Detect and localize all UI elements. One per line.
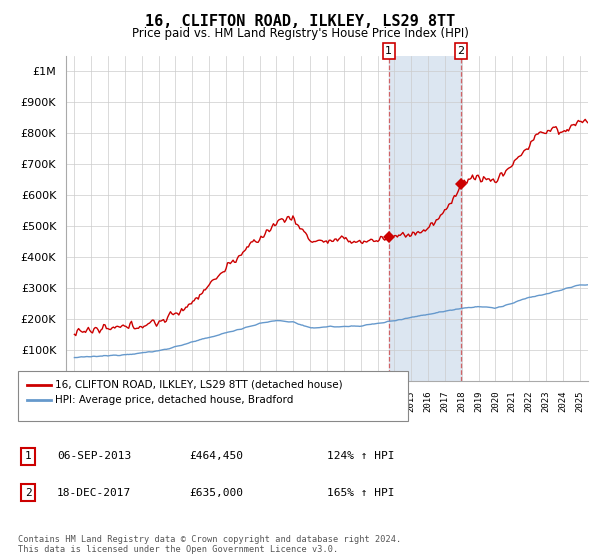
Text: HPI: Average price, detached house, Bradford: HPI: Average price, detached house, Brad… [55,395,293,405]
Text: Contains HM Land Registry data © Crown copyright and database right 2024.
This d: Contains HM Land Registry data © Crown c… [18,535,401,554]
Text: 1: 1 [25,451,32,461]
Text: £635,000: £635,000 [189,488,243,498]
Bar [389,56,461,381]
Text: 2: 2 [25,488,32,498]
Text: 1: 1 [385,46,392,56]
Text: 124% ↑ HPI: 124% ↑ HPI [327,451,395,461]
Text: 06-SEP-2013: 06-SEP-2013 [57,451,131,461]
Text: 18-DEC-2017: 18-DEC-2017 [57,488,131,498]
Text: 2: 2 [457,46,464,56]
Text: 16, CLIFTON ROAD, ILKLEY, LS29 8TT (detached house): 16, CLIFTON ROAD, ILKLEY, LS29 8TT (deta… [55,380,343,390]
Text: £464,450: £464,450 [189,451,243,461]
Text: 16, CLIFTON ROAD, ILKLEY, LS29 8TT: 16, CLIFTON ROAD, ILKLEY, LS29 8TT [145,14,455,29]
Text: Price paid vs. HM Land Registry's House Price Index (HPI): Price paid vs. HM Land Registry's House … [131,27,469,40]
Text: 165% ↑ HPI: 165% ↑ HPI [327,488,395,498]
